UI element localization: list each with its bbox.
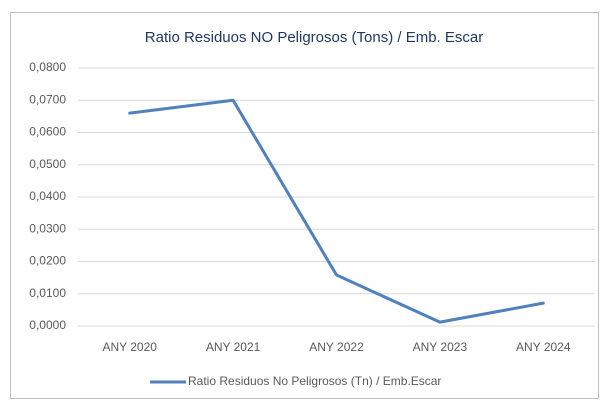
chart-title: Ratio Residuos NO Peligrosos (Tons) / Em…: [145, 29, 483, 46]
legend-label: Ratio Residuos No Peligrosos (Tn) / Emb.…: [188, 374, 441, 388]
y-tick-label: 0,0000: [29, 318, 66, 332]
y-tick-label: 0,0500: [29, 157, 66, 171]
y-tick-label: 0,0600: [29, 125, 66, 139]
data-line: [128, 98, 545, 324]
x-tick-label: ANY 2024: [516, 340, 571, 354]
x-tick-label: ANY 2022: [309, 340, 364, 354]
y-tick-label: 0,0400: [29, 189, 66, 203]
y-tick-label: 0,0300: [29, 221, 66, 235]
y-tick-label: 0,0700: [29, 92, 66, 106]
y-tick-label: 0,0200: [29, 254, 66, 268]
chart-frame: [10, 12, 599, 399]
x-tick-label: ANY 2020: [102, 340, 157, 354]
x-tick-label: ANY 2023: [413, 340, 468, 354]
x-tick-label: ANY 2021: [206, 340, 261, 354]
y-tick-label: 0,0800: [29, 60, 66, 74]
y-tick-label: 0,0100: [29, 286, 66, 300]
